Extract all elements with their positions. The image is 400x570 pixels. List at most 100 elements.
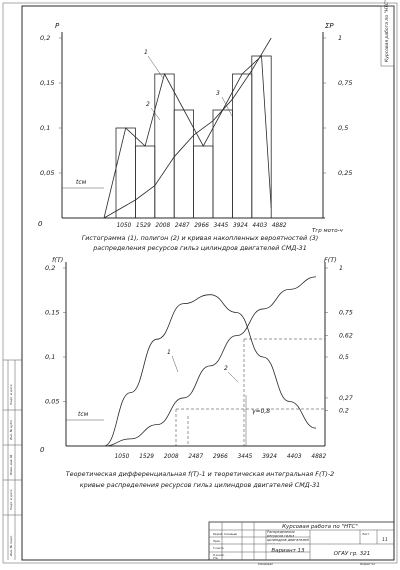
bottom-x-tick-label: 3445 [238,454,253,460]
top-polygon-line [103,55,272,219]
format-label: Формат А4 [360,562,375,566]
bottom-zero-label: 0 [40,446,45,454]
bottom-caption-line1: Теоретическая дифференциальная f(T)-1 и … [66,470,334,478]
bottom-left-tick-label: 0,05 [45,398,59,406]
bottom-caption-line2: кривые распределения ресурсов гильз цили… [80,481,320,489]
leader-line [221,96,233,117]
top-left-axis-label: P [55,22,60,30]
bottom-x-tick-label: 2008 [164,454,179,460]
histogram-bar [115,127,136,219]
bottom-integral-curve [103,276,317,447]
margin-label: Подп. и дата [9,489,13,510]
top-caption-line1: Гистограмма (1), полигон (2) и кривая на… [82,234,319,242]
histogram-bar [193,145,214,219]
work-title: Курсовая работа по "НТС" [282,524,358,530]
leader-line [227,371,239,383]
bottom-right-tick-label: 0,2 [339,407,349,414]
gamma-label: γ=0,8 [252,408,270,415]
top-caption-line2: распределения ресурсов гильз цилиндров д… [92,244,307,252]
histogram-bar [251,55,272,219]
top-left-tick-label: 0,1 [40,124,50,132]
outer-frame [2,2,398,564]
bottom-tcm-label: tсм [78,411,89,418]
curve-label-2: 2 [146,101,150,108]
bottom-left-axis-label: f(T) [52,256,63,264]
bottom-x-tick-label: 2966 [213,454,228,460]
role-checker: Пров. [213,539,221,543]
top-right-tick-label: 0,5 [338,124,348,132]
histogram-bar [173,109,194,219]
bottom-right-axis-label: F(T) [324,256,337,264]
curve-label-1: 1 [144,49,148,56]
title-block: Курсовая работа по "НТС" Разраб. Пров. Т… [208,521,395,566]
role-tech-control: Т.контр. [213,546,224,550]
top-left-tick-label: 0,05 [40,169,54,177]
top-x-tick-label: 3445 [214,223,229,229]
bottom-x-tick-label: 1050 [115,454,130,460]
top-left-tick-label: 0,2 [40,34,50,42]
top-x-tick-label: 4403 [252,223,267,229]
top-x-tick-label: 1529 [136,223,151,229]
bottom-right-tick-label: 1 [339,265,343,272]
leader-line [150,107,161,121]
bottom-right-tick-label: 0,62 [339,333,353,340]
top-x-tick-label: 1050 [117,223,132,229]
leader-line [171,355,179,373]
bottom-left-tick-label: 0,2 [45,264,55,272]
histogram-bar [154,73,175,219]
top-tcm-label: tсм [76,179,87,186]
sheet-label: Лист [361,532,369,536]
top-right-tick-label: 0,25 [338,169,352,177]
top-zero-label: 0 [38,220,43,228]
sheet-number: 11 [382,537,388,543]
top-x-tick-label: 2966 [194,223,209,229]
top-x-tick-label: 4882 [272,223,287,229]
copy-label: Копировал [258,562,273,566]
description-box: Распределения ресурсов гильз цилиндров д… [267,530,309,544]
top-x-tick-label: 2487 [175,223,190,229]
top-right-axis-label: ΣP [325,22,334,30]
top-x-tick-label: 3924 [233,223,248,229]
bottom-x-tick-label: 4403 [287,454,302,460]
histogram-bar [134,145,156,219]
bottom-right-tick-label: 0,27 [339,395,353,402]
margin-label: Взам. инв. № [9,455,13,475]
top-chart: P ΣP 0 0,2 0,15 0,1 0,05 1 0,75 0,5 0,25 1050 1… [38,22,352,234]
margin-label: Инв. № подл. [9,535,13,556]
left-margin-table: Подп. и дата Инв. № дубл. Взам. инв. № П… [3,359,22,560]
inner-frame [21,5,395,561]
role-approve: Утв. [213,556,219,560]
variant: Вариант 13 [271,548,305,554]
bottom-x-tick-label: 4882 [311,454,326,460]
bottom-left-tick-label: 0,15 [45,309,59,317]
description: Распределения ресурсов гильз цилиндров д… [267,530,309,544]
margin-label: Инв. № дубл. [9,419,13,440]
top-left-tick-label: 0,15 [40,79,54,87]
role-norm-control: Н.контр. [213,553,225,557]
vertical-stamp: Курсовая работа по "НТС" [384,0,390,62]
curve-label-2: 2 [224,365,228,372]
bottom-x-tick-label: 2487 [188,454,203,460]
bottom-x-tick-label: 3924 [262,454,277,460]
vertical-stamp-box [380,5,395,67]
histogram-bar [231,73,253,219]
bottom-chart: f(T) F(T) 0 0,2 0,15 0,1 0,05 1 0,75 0,62 0,5 0… [40,256,353,460]
margin-label: Подп. и дата [9,384,13,405]
top-right-tick-label: 1 [338,34,342,42]
group: ОГАУ гр. 321 [334,551,371,557]
role-developer: Разраб. [213,532,223,536]
bottom-right-tick-label: 0,75 [339,310,353,317]
bottom-differential-curve [103,294,317,447]
top-x-axis-label: Tгр мото-ч [312,228,344,234]
bottom-right-tick-label: 0,5 [339,354,349,361]
bottom-x-tick-label: 1529 [139,454,154,460]
top-x-tick-label: 2008 [155,223,170,229]
top-right-tick-label: 0,75 [338,79,352,87]
curve-label-3: 3 [216,90,220,97]
histogram-bar [212,109,233,219]
leader-line [147,55,164,79]
bottom-left-tick-label: 0,1 [45,353,55,361]
curve-label-1: 1 [167,349,171,356]
